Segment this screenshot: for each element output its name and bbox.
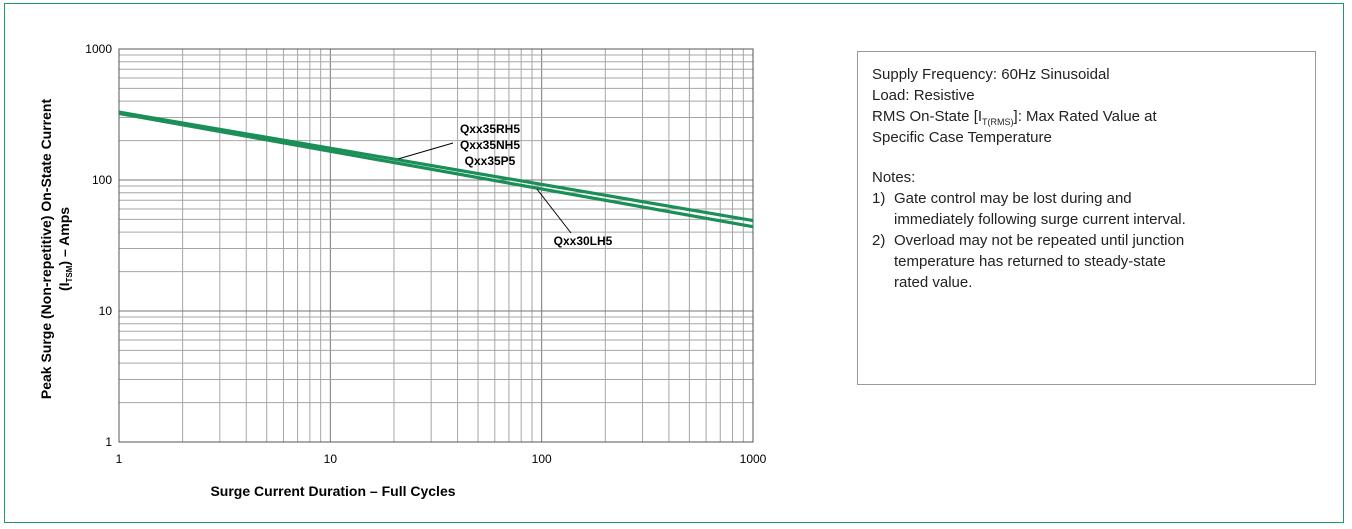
note-1-line-2: immediately following surge current inte… [894, 211, 1186, 228]
note-1-line-1: Gate control may be lost during and [894, 190, 1132, 207]
figure-frame: 1 10 100 1000 1 10 100 1000 Qxx35RH5 Qxx35NH5 Qxx… [4, 3, 1344, 523]
series-label: Qxx35P5 [465, 154, 516, 168]
y-axis-title-rest: ) – Amps [56, 207, 72, 266]
y-axis-title-sub: TSM [65, 265, 74, 282]
grid [118, 48, 754, 443]
conditions-panel: Supply Frequency: 60Hz Sinusoidal Load: … [857, 51, 1316, 385]
plot-area [118, 48, 754, 443]
x-tick-label: 10 [324, 452, 338, 466]
notes-heading: Notes: [872, 169, 916, 186]
series-label: Qxx35RH5 [460, 122, 520, 136]
load-text: Load: Resistive [872, 87, 975, 104]
tick-labels: 1 10 100 1000 1 10 100 1000 [85, 42, 766, 466]
x-tick-label: 1000 [740, 452, 767, 466]
case-temperature-text: Specific Case Temperature [872, 129, 1052, 146]
series-leader-line [398, 142, 454, 160]
rms-pre: RMS On-State [I [872, 108, 983, 125]
note-2-line-3: rated value. [894, 274, 973, 291]
rms-on-state-text: RMS On-State [IT(RMS)]: Max Rated Value … [872, 106, 1301, 127]
y-axis-title-i: (I [56, 282, 72, 291]
note-2-number: 2) [872, 232, 886, 249]
y-tick-label: 1 [105, 435, 112, 449]
y-tick-label: 10 [99, 304, 113, 318]
series-leader-line [536, 188, 572, 234]
series-label: Qxx30LH5 [554, 234, 613, 248]
x-axis-title: Surge Current Duration – Full Cycles [210, 483, 455, 499]
y-tick-label: 1000 [85, 42, 112, 56]
series-label: Qxx35NH5 [460, 138, 520, 152]
rms-sub: T(RMS) [982, 117, 1014, 127]
series-line [118, 110, 754, 223]
y-axis-title-units: (ITSM) – Amps [56, 207, 74, 291]
x-tick-label: 100 [532, 452, 552, 466]
note-2: 2) Overload may not be repeated until ju… [872, 230, 1301, 293]
supply-frequency-text: Supply Frequency: 60Hz Sinusoidal [872, 66, 1110, 83]
note-2-line-1: Overload may not be repeated until junct… [894, 232, 1185, 249]
note-2-line-2: temperature has returned to steady-state [894, 253, 1166, 270]
y-axis-title: Peak Surge (Non-repetitive) On-State Cur… [38, 99, 54, 400]
rms-post: ]: Max Rated Value at [1013, 108, 1157, 125]
note-1-number: 1) [872, 190, 886, 207]
curve-labels: Qxx35RH5 Qxx35NH5 Qxx35P5 Qxx30LH5 [398, 122, 613, 248]
series-line [118, 111, 754, 229]
x-tick-label: 1 [116, 452, 123, 466]
y-tick-label: 100 [92, 173, 112, 187]
curves [118, 110, 754, 229]
note-1: 1) Gate control may be lost during and i… [872, 188, 1301, 230]
